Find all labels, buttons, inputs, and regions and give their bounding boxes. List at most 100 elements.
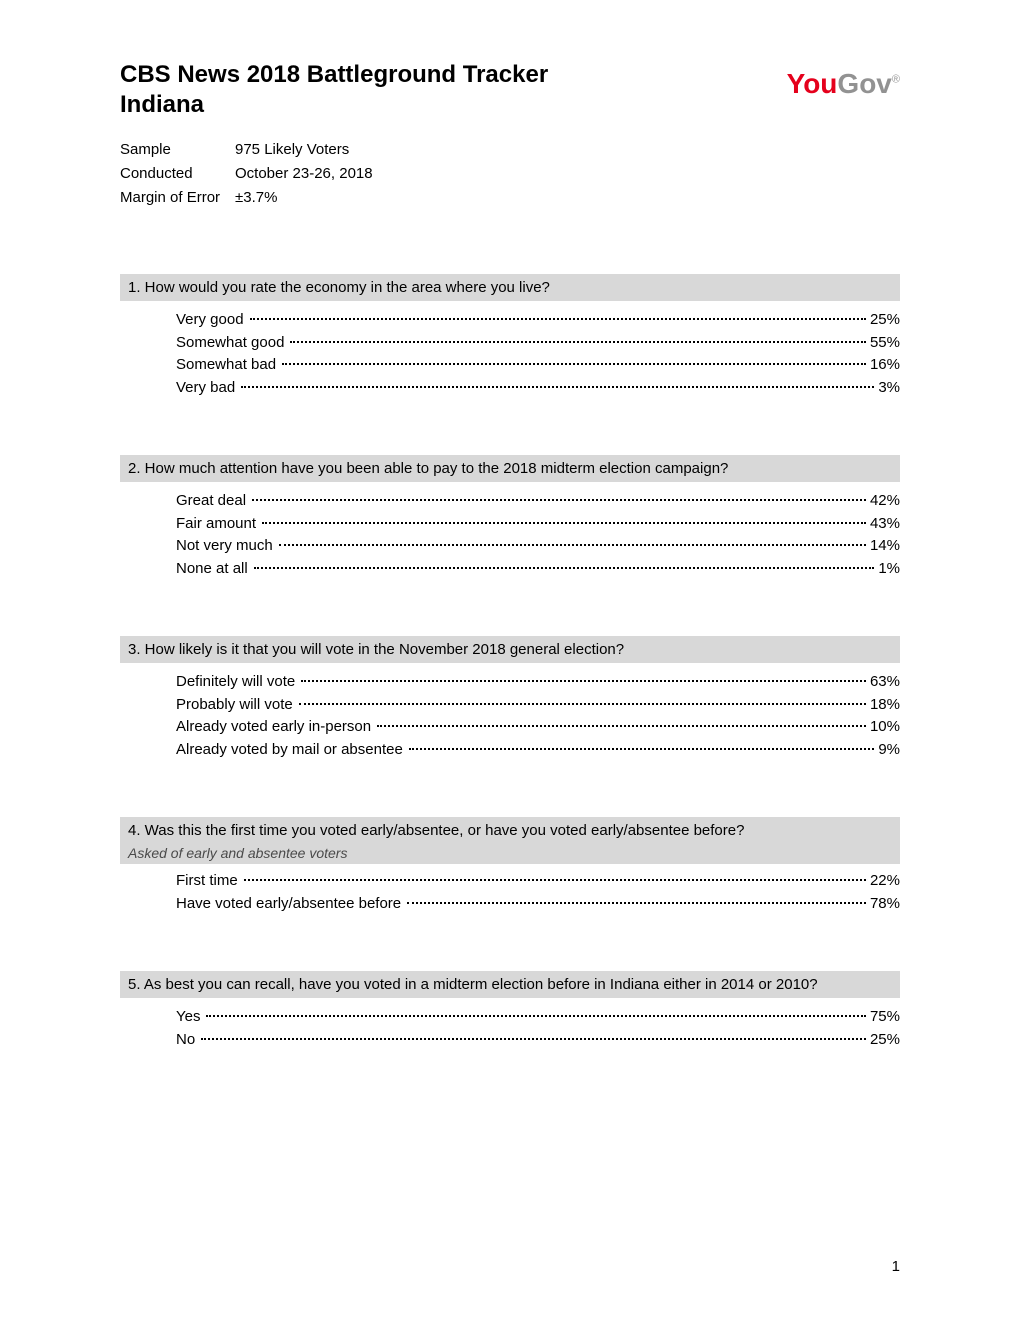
question-header: 3. How likely is it that you will vote i… [120,636,900,663]
meta-sample-value: 975 Likely Voters [235,138,900,162]
response-dots [407,902,866,904]
logo-gov: Gov [837,68,891,99]
response-row: Already voted early in-person 10% [176,716,900,739]
response-label: Great deal [176,490,250,513]
main-title-line2: Indiana [120,90,787,120]
page-number: 1 [892,1258,900,1275]
logo-trademark: ® [892,74,900,86]
response-dots [279,544,866,546]
response-value: 18% [868,694,900,717]
response-dots [299,703,866,705]
response-value: 75% [868,1006,900,1029]
response-list: Yes 75% No 25% [120,1000,900,1051]
meta-moe: Margin of Error ±3.7% [120,186,900,210]
response-dots [244,879,866,881]
question-header: 5. As best you can recall, have you vote… [120,971,900,998]
response-label: None at all [176,558,252,581]
response-row: Probably will vote 18% [176,694,900,717]
response-row: Great deal 42% [176,490,900,513]
response-label: Somewhat good [176,332,288,355]
question-block: 3. How likely is it that you will vote i… [120,636,900,761]
response-dots [409,748,875,750]
response-label: Definitely will vote [176,671,299,694]
main-title-line1: CBS News 2018 Battleground Tracker [120,60,787,90]
response-row: First time 22% [176,870,900,893]
response-value: 63% [868,671,900,694]
response-dots [301,680,866,682]
response-label: Already voted by mail or absentee [176,739,407,762]
response-label: Not very much [176,535,277,558]
response-list: Definitely will vote63%Probably will vot… [120,665,900,761]
question-block: 1. How would you rate the economy in the… [120,274,900,399]
response-row: Have voted early/absentee before 78% [176,893,900,916]
response-value: 43% [868,513,900,536]
response-row: Very bad 3% [176,377,900,400]
question-block: 4. Was this the first time you voted ear… [120,817,900,915]
questions-container: 1. How would you rate the economy in the… [120,274,900,1051]
response-row: Somewhat bad 16% [176,354,900,377]
response-row: No 25% [176,1029,900,1052]
response-value: 1% [876,558,900,581]
response-value: 16% [868,354,900,377]
question-subnote: Asked of early and absentee voters [120,844,900,864]
response-row: Already voted by mail or absentee 9% [176,739,900,762]
response-value: 78% [868,893,900,916]
question-header: 2. How much attention have you been able… [120,455,900,482]
response-row: None at all 1% [176,558,900,581]
response-label: Already voted early in-person [176,716,375,739]
response-value: 55% [868,332,900,355]
response-dots [252,499,866,501]
meta-sample-label: Sample [120,138,235,162]
question-block: 2. How much attention have you been able… [120,455,900,580]
response-dots [201,1038,866,1040]
response-row: Yes 75% [176,1006,900,1029]
response-value: 10% [868,716,900,739]
response-dots [254,567,875,569]
meta-moe-value: ±3.7% [235,186,900,210]
response-label: First time [176,870,242,893]
response-row: Fair amount 43% [176,513,900,536]
meta-sample: Sample 975 Likely Voters [120,138,900,162]
response-dots [250,318,866,320]
response-dots [377,725,866,727]
response-row: Very good 25% [176,309,900,332]
response-label: No [176,1029,199,1052]
response-label: Fair amount [176,513,260,536]
meta-conducted-label: Conducted [120,162,235,186]
response-row: Somewhat good 55% [176,332,900,355]
response-label: Yes [176,1006,204,1029]
meta-conducted: Conducted October 23-26, 2018 [120,162,900,186]
document-header: CBS News 2018 Battleground Tracker India… [120,60,900,120]
response-label: Probably will vote [176,694,297,717]
question-header: 1. How would you rate the economy in the… [120,274,900,301]
response-dots [206,1015,865,1017]
title-block: CBS News 2018 Battleground Tracker India… [120,60,787,120]
logo-you: You [787,68,838,99]
response-dots [241,386,874,388]
response-row: Definitely will vote 63% [176,671,900,694]
response-label: Very bad [176,377,239,400]
meta-moe-label: Margin of Error [120,186,235,210]
yougov-logo: YouGov® [787,68,900,100]
response-dots [290,341,866,343]
response-value: 42% [868,490,900,513]
response-label: Very good [176,309,248,332]
response-list: First time22%Have voted early/absentee b… [120,864,900,915]
response-list: Great deal42%Fair amount43%Not very much… [120,484,900,580]
response-value: 25% [868,309,900,332]
response-label: Have voted early/absentee before [176,893,405,916]
response-dots [282,363,866,365]
response-list: Very good25%Somewhat good55%Somewhat bad… [120,303,900,399]
question-block: 5. As best you can recall, have you vote… [120,971,900,1051]
response-value: 14% [868,535,900,558]
response-value: 9% [876,739,900,762]
question-header: 4. Was this the first time you voted ear… [120,817,900,844]
response-row: Not very much 14% [176,535,900,558]
response-value: 25% [868,1029,900,1052]
survey-meta: Sample 975 Likely Voters Conducted Octob… [120,138,900,210]
response-label: Somewhat bad [176,354,280,377]
response-value: 3% [876,377,900,400]
response-dots [262,522,866,524]
response-value: 22% [868,870,900,893]
meta-conducted-value: October 23-26, 2018 [235,162,900,186]
